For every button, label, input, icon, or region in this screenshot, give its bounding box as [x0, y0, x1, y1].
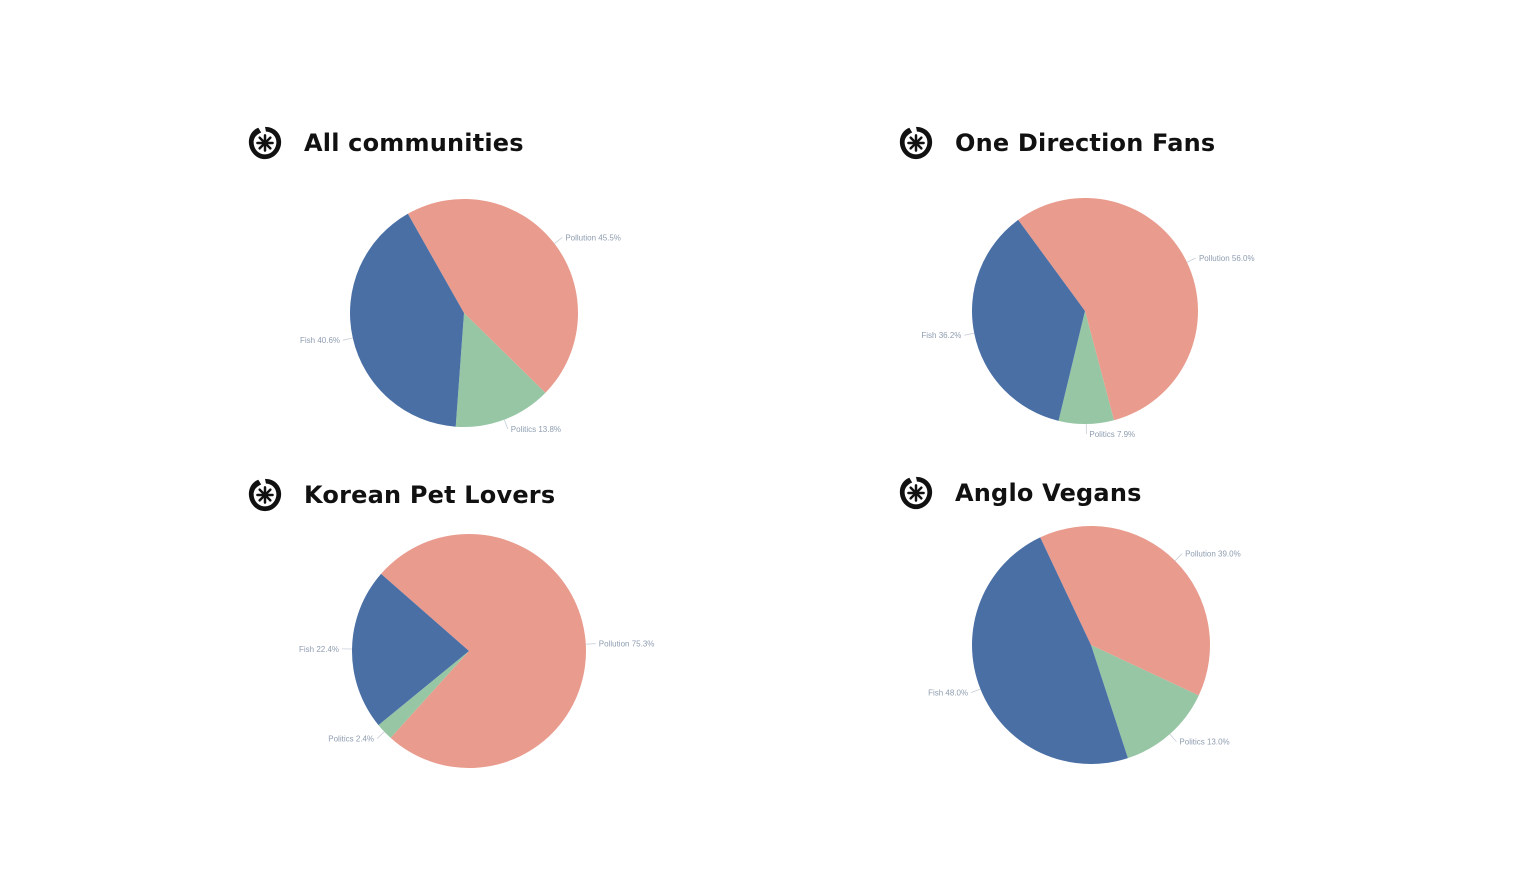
pie-slice-pollution [1040, 526, 1210, 696]
pie-leader-line [970, 688, 981, 694]
badge-ring [248, 126, 282, 160]
pie-slice-label: Pollution 45.5% [565, 233, 621, 242]
pie-leader-line [585, 643, 596, 645]
asterisk-badge-icon [899, 126, 933, 160]
asterisk-badge-icon [899, 476, 933, 510]
badge-ring [899, 126, 933, 160]
pie-slice-politics [1058, 311, 1114, 425]
chart-header: Anglo Vegans [897, 473, 1142, 513]
pie-slice-label: Pollution 39.0% [1185, 550, 1241, 559]
pie-slice-label: Politics 13.0% [1179, 738, 1229, 747]
badge-asterisk-stroke [258, 488, 272, 502]
pie-leader-line [1186, 257, 1197, 263]
badge-ring [248, 478, 282, 512]
pie-slice-label: Fish 22.4% [299, 645, 339, 654]
pie-leader-line [376, 731, 385, 739]
pie-slice-pollution [1018, 197, 1198, 421]
chart-header: All communities [246, 123, 524, 163]
pie-slice-politics [455, 313, 546, 428]
pie-slice-pollution [381, 534, 586, 768]
chart-title: Anglo Vegans [955, 479, 1142, 507]
pie-slice-pollution [407, 198, 578, 393]
chart-title: One Direction Fans [955, 129, 1216, 157]
chart-panel-all-communities: All communities Pollution 45.5% Politics … [246, 123, 866, 463]
pie-chart: Pollution 56.0% Politics 7.9% Fish 36.2% [921, 197, 1255, 439]
pie-leader-line [1174, 553, 1183, 562]
badge-ring [899, 476, 933, 510]
pie-slice-label: Politics 13.8% [511, 425, 561, 434]
badge-asterisk-stroke [909, 486, 923, 500]
pie-slice-fish [352, 573, 469, 726]
pie-slice-politics [1091, 645, 1199, 759]
pie-slice-label: Fish 40.6% [300, 336, 340, 345]
pie-chart: Pollution 39.0% Politics 13.0% Fish 48.0% [928, 526, 1241, 764]
pie-leader-line [342, 337, 353, 341]
pie-slice-politics [378, 651, 469, 738]
pie-chart: Pollution 45.5% Politics 13.8% Fish 40.6% [300, 198, 621, 434]
chart-panel-one-direction-fans: One Direction Fans Pollution 56.0% Politi… [897, 123, 1517, 463]
chart-header: One Direction Fans [897, 123, 1215, 163]
chart-title: Korean Pet Lovers [304, 481, 556, 509]
pie-slice-label: Pollution 56.0% [1199, 254, 1255, 263]
chart-panel-anglo-vegans: Anglo Vegans Pollution 39.0% Politics 13.… [897, 473, 1517, 813]
asterisk-badge-icon [248, 126, 282, 160]
asterisk-badge-icon [248, 478, 282, 512]
pie-chart: Pollution 75.3% Politics 2.4% Fish 22.4% [299, 534, 654, 768]
pie-leader-line [964, 332, 975, 336]
badge-asterisk-stroke [909, 136, 923, 150]
pie-leader-line [1169, 733, 1177, 742]
chart-header: Korean Pet Lovers [246, 475, 555, 515]
pie-slice-label: Fish 36.2% [921, 331, 961, 340]
pie-slice-fish [972, 537, 1128, 764]
pie-slice-label: Fish 48.0% [928, 689, 968, 698]
chart-panel-korean-pet-lovers: Korean Pet Lovers Pollution 75.3% Politic… [246, 475, 866, 815]
pie-slice-label: Politics 2.4% [328, 735, 374, 744]
pie-leader-line [503, 419, 509, 430]
chart-title: All communities [304, 129, 524, 157]
pie-slice-label: Pollution 75.3% [599, 640, 655, 649]
pie-slice-fish [349, 213, 464, 427]
badge-asterisk-stroke [258, 136, 272, 150]
pie-slice-fish [972, 219, 1085, 421]
pie-slice-label: Politics 7.9% [1089, 430, 1135, 439]
pie-leader-line [554, 237, 563, 244]
